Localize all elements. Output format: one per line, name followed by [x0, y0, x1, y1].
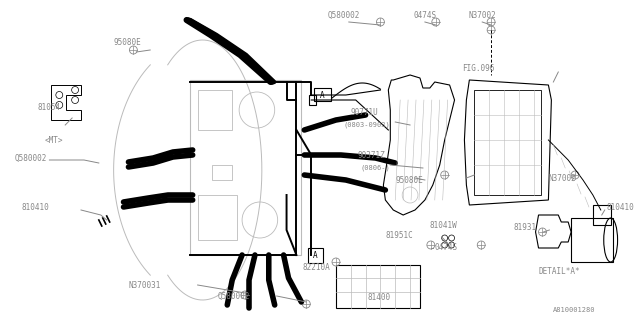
Text: 810410: 810410 [607, 204, 634, 212]
Text: A: A [313, 252, 317, 260]
Text: (0803-0903): (0803-0903) [344, 122, 390, 128]
Text: 95080E: 95080E [114, 37, 141, 46]
Text: DETAIL*A*: DETAIL*A* [538, 268, 580, 276]
Text: N370031: N370031 [129, 281, 161, 290]
Text: Q580002: Q580002 [218, 292, 250, 300]
Text: 82210A: 82210A [302, 262, 330, 271]
Text: 81931: 81931 [514, 223, 537, 233]
Text: 81041W: 81041W [430, 220, 458, 229]
Text: 810410: 810410 [22, 204, 49, 212]
Text: <MT>: <MT> [44, 135, 63, 145]
Text: 81054: 81054 [38, 102, 61, 111]
Text: N37002: N37002 [548, 173, 576, 182]
Text: FIG.096: FIG.096 [463, 63, 495, 73]
Text: A810001280: A810001280 [554, 307, 596, 313]
Text: 90371Z: 90371Z [358, 150, 385, 159]
Text: (0806-): (0806-) [361, 165, 390, 171]
Text: Q580002: Q580002 [328, 11, 360, 20]
Text: 81400: 81400 [367, 292, 390, 301]
Text: 0474S: 0474S [413, 11, 436, 20]
Text: 0474S: 0474S [435, 244, 458, 252]
Text: Q580002: Q580002 [15, 154, 47, 163]
Text: 81951C: 81951C [385, 230, 413, 239]
Text: N37002: N37002 [468, 11, 496, 20]
Text: 95080E: 95080E [396, 175, 423, 185]
Text: A: A [320, 91, 324, 100]
Text: 90771U: 90771U [351, 108, 378, 116]
